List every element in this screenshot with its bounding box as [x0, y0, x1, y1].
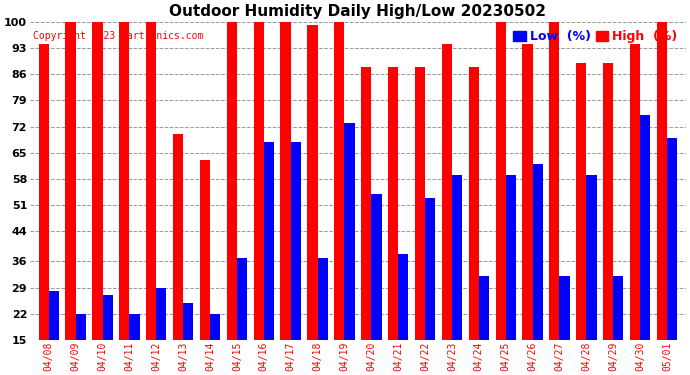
Bar — [667, 138, 677, 375]
Bar — [361, 67, 371, 375]
Bar — [576, 63, 586, 375]
Bar — [630, 44, 640, 375]
Bar — [603, 63, 613, 375]
Bar — [76, 314, 86, 375]
Bar — [640, 116, 651, 375]
Bar — [49, 291, 59, 375]
Bar — [264, 142, 274, 375]
Bar — [469, 67, 479, 375]
Bar — [586, 175, 597, 375]
Bar — [495, 22, 506, 375]
Bar — [119, 22, 130, 375]
Bar — [317, 258, 328, 375]
Bar — [506, 175, 516, 375]
Bar — [39, 44, 49, 375]
Title: Outdoor Humidity Daily High/Low 20230502: Outdoor Humidity Daily High/Low 20230502 — [169, 4, 546, 19]
Bar — [130, 314, 139, 375]
Bar — [227, 22, 237, 375]
Bar — [452, 175, 462, 375]
Bar — [425, 198, 435, 375]
Bar — [156, 288, 166, 375]
Bar — [522, 44, 533, 375]
Bar — [442, 44, 452, 375]
Bar — [103, 295, 112, 375]
Bar — [173, 134, 183, 375]
Bar — [560, 276, 570, 375]
Bar — [371, 194, 382, 375]
Bar — [280, 22, 290, 375]
Bar — [92, 22, 103, 375]
Bar — [210, 314, 220, 375]
Text: Copyright 2023 Cartronics.com: Copyright 2023 Cartronics.com — [33, 31, 204, 41]
Legend: Low  (%), High  (%): Low (%), High (%) — [511, 28, 680, 46]
Bar — [254, 22, 264, 375]
Bar — [344, 123, 355, 375]
Bar — [290, 142, 301, 375]
Bar — [200, 160, 210, 375]
Bar — [307, 26, 317, 375]
Bar — [657, 22, 667, 375]
Bar — [146, 22, 156, 375]
Bar — [388, 67, 398, 375]
Bar — [398, 254, 408, 375]
Bar — [237, 258, 247, 375]
Bar — [533, 164, 543, 375]
Bar — [415, 67, 425, 375]
Bar — [549, 22, 560, 375]
Bar — [66, 22, 76, 375]
Bar — [334, 22, 344, 375]
Bar — [183, 303, 193, 375]
Bar — [613, 276, 624, 375]
Bar — [479, 276, 489, 375]
